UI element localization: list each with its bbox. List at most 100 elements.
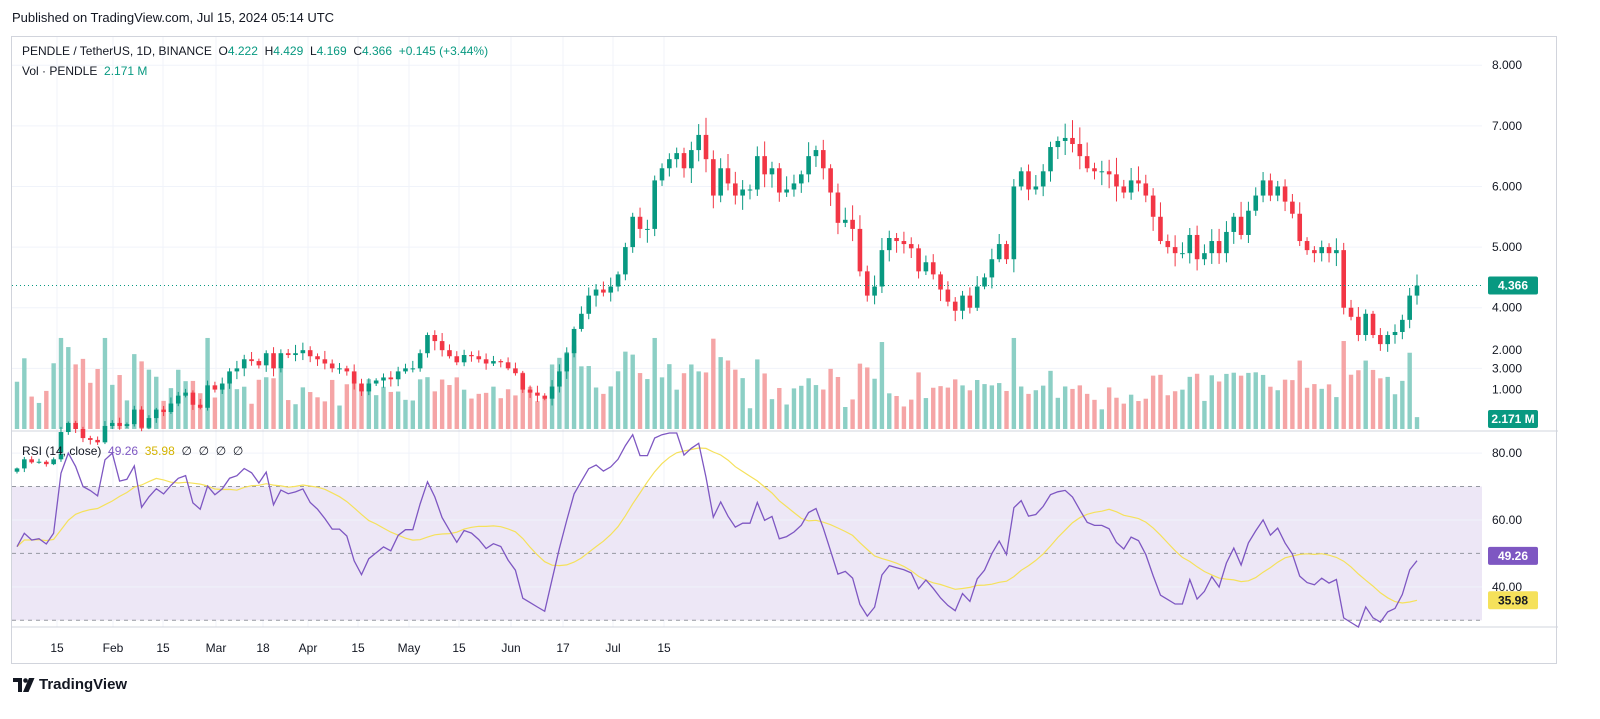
- candle-body: [864, 271, 870, 296]
- volume-bar: [132, 354, 137, 429]
- volume-bar: [198, 393, 203, 429]
- volume-bar: [410, 400, 416, 429]
- volume-bar: [439, 379, 445, 429]
- candle-body: [952, 301, 958, 311]
- candle-body: [1348, 307, 1354, 317]
- volume-bar: [359, 388, 364, 429]
- volume-bar: [249, 403, 254, 429]
- rsi-value: 49.26: [108, 444, 139, 458]
- candle-body: [908, 244, 914, 249]
- volume-bar: [1326, 384, 1332, 429]
- volume-bar: [351, 375, 357, 429]
- volume-bar: [1253, 372, 1258, 429]
- candle-body: [872, 286, 877, 296]
- candle-body: [945, 289, 951, 302]
- candle-body: [725, 168, 731, 184]
- candle-body: [1004, 244, 1009, 260]
- candle-body: [1209, 241, 1215, 254]
- volume-bar: [1143, 398, 1148, 429]
- candle-body: [1026, 171, 1031, 190]
- volume-bar: [623, 351, 628, 429]
- volume-bar: [681, 373, 687, 429]
- volume-bar: [747, 408, 753, 429]
- volume-bar: [286, 400, 291, 429]
- volume-bar: [1187, 376, 1192, 429]
- time-tick-label: 15: [50, 641, 64, 655]
- rsi-label[interactable]: RSI (14, close): [22, 444, 102, 458]
- candle-body: [820, 150, 826, 169]
- candle-body: [461, 355, 467, 363]
- time-tick-label: 15: [452, 641, 466, 655]
- candle-body: [1114, 174, 1119, 187]
- candle-body: [131, 409, 137, 425]
- candle-body: [447, 350, 452, 357]
- volume-bar: [711, 338, 716, 429]
- volume-bar: [909, 399, 914, 429]
- candle-body: [557, 371, 562, 387]
- candle-body: [1363, 313, 1368, 336]
- rsi-ma-line: [16, 447, 1418, 604]
- volume-bar: [388, 391, 394, 429]
- tradingview-logo[interactable]: TradingView: [13, 676, 127, 693]
- volume-bar: [725, 360, 731, 429]
- candle-body: [1158, 216, 1163, 242]
- candle-body: [1084, 156, 1090, 169]
- volume-bar: [447, 385, 452, 429]
- candle-body: [256, 361, 262, 366]
- volume-bar: [124, 400, 130, 429]
- candle-body: [249, 359, 254, 362]
- close-label: C: [353, 44, 362, 58]
- volume-bar: [1026, 393, 1031, 429]
- candle-body: [1143, 183, 1149, 196]
- price-tick-label: 8.000: [1492, 58, 1522, 72]
- volume-bar: [1114, 397, 1119, 429]
- candle-body: [366, 383, 372, 392]
- candle-body: [403, 368, 408, 372]
- candle-body: [1048, 147, 1053, 172]
- symbol-label[interactable]: PENDLE / TetherUS, 1D, BINANCE: [22, 44, 212, 58]
- rsi-line: [16, 432, 1418, 628]
- volume-bar: [1077, 385, 1083, 429]
- volume-bar: [1414, 417, 1420, 429]
- candle-body: [608, 286, 614, 293]
- candle-body: [469, 355, 474, 357]
- rsi-ma-badge-bg: [1488, 591, 1538, 610]
- candle-body: [315, 356, 320, 360]
- close-value: 4.366: [362, 44, 393, 58]
- volume-bar: [1319, 388, 1324, 429]
- volume-bar: [1297, 360, 1302, 429]
- candle-body: [1106, 171, 1112, 175]
- volume-bar: [146, 369, 152, 429]
- candle-body: [674, 153, 679, 160]
- candle-body: [146, 418, 152, 428]
- volume-bar: [828, 368, 833, 429]
- candle-body: [894, 238, 899, 242]
- volume-bar: [1363, 360, 1368, 429]
- candle-body: [417, 353, 423, 369]
- candle-body: [1304, 241, 1310, 251]
- volume-label[interactable]: Vol · PENDLE: [22, 64, 98, 78]
- candle-body: [689, 150, 694, 169]
- candle-body: [923, 262, 929, 272]
- candle-body: [293, 353, 298, 356]
- open-label: O: [218, 44, 228, 58]
- volume-bar: [498, 398, 503, 429]
- volume-bar: [799, 385, 804, 429]
- candle-body: [1238, 216, 1244, 235]
- volume-bar: [791, 388, 797, 429]
- volume-bar: [975, 379, 980, 429]
- rsi-extra-2: ∅: [198, 444, 210, 458]
- volume-bar: [1370, 369, 1376, 429]
- volume-bar: [843, 407, 848, 429]
- candle-body: [381, 377, 386, 381]
- volume-bar: [762, 373, 767, 429]
- volume-bar: [1275, 390, 1280, 429]
- candle-body: [175, 395, 181, 404]
- volume-bar: [1055, 397, 1061, 429]
- candle-body: [901, 241, 907, 245]
- volume-bar: [850, 399, 855, 429]
- chart-canvas[interactable]: 3.000 4.000 5.000 6.000 7.000 8.000 1.000 2.000…: [12, 37, 1558, 665]
- chart-frame[interactable]: 3.000 4.000 5.000 6.000 7.000 8.000 1.000 2.000…: [11, 36, 1558, 665]
- volume-bar: [1231, 372, 1236, 429]
- volume-bar: [527, 386, 533, 429]
